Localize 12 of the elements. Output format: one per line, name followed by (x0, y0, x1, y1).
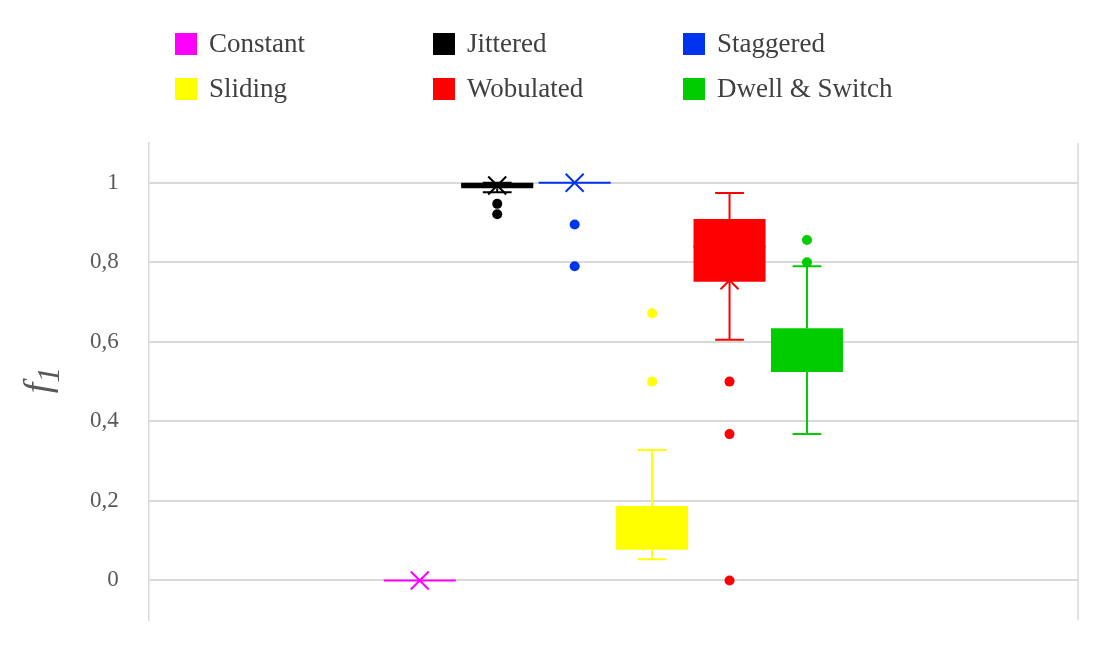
y-tick-label: 0,4 (90, 407, 120, 433)
legend-label: Dwell & Switch (717, 73, 893, 104)
legend-label: Staggered (717, 28, 825, 59)
legend-label: Sliding (209, 73, 288, 104)
y-tick-label: 0,6 (90, 327, 119, 353)
legend-label: Wobulated (467, 73, 584, 104)
y-tick-label: 0,8 (90, 248, 119, 274)
y-tick-label: 0,2 (90, 486, 119, 512)
y-tick-label: 1 (107, 168, 119, 194)
y-tick-label: 0 (107, 566, 119, 592)
legend-label: Jittered (467, 28, 547, 59)
legend-label: Constant (209, 28, 306, 59)
